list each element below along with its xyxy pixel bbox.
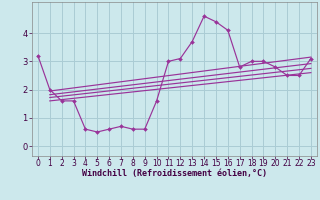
X-axis label: Windchill (Refroidissement éolien,°C): Windchill (Refroidissement éolien,°C) (82, 169, 267, 178)
